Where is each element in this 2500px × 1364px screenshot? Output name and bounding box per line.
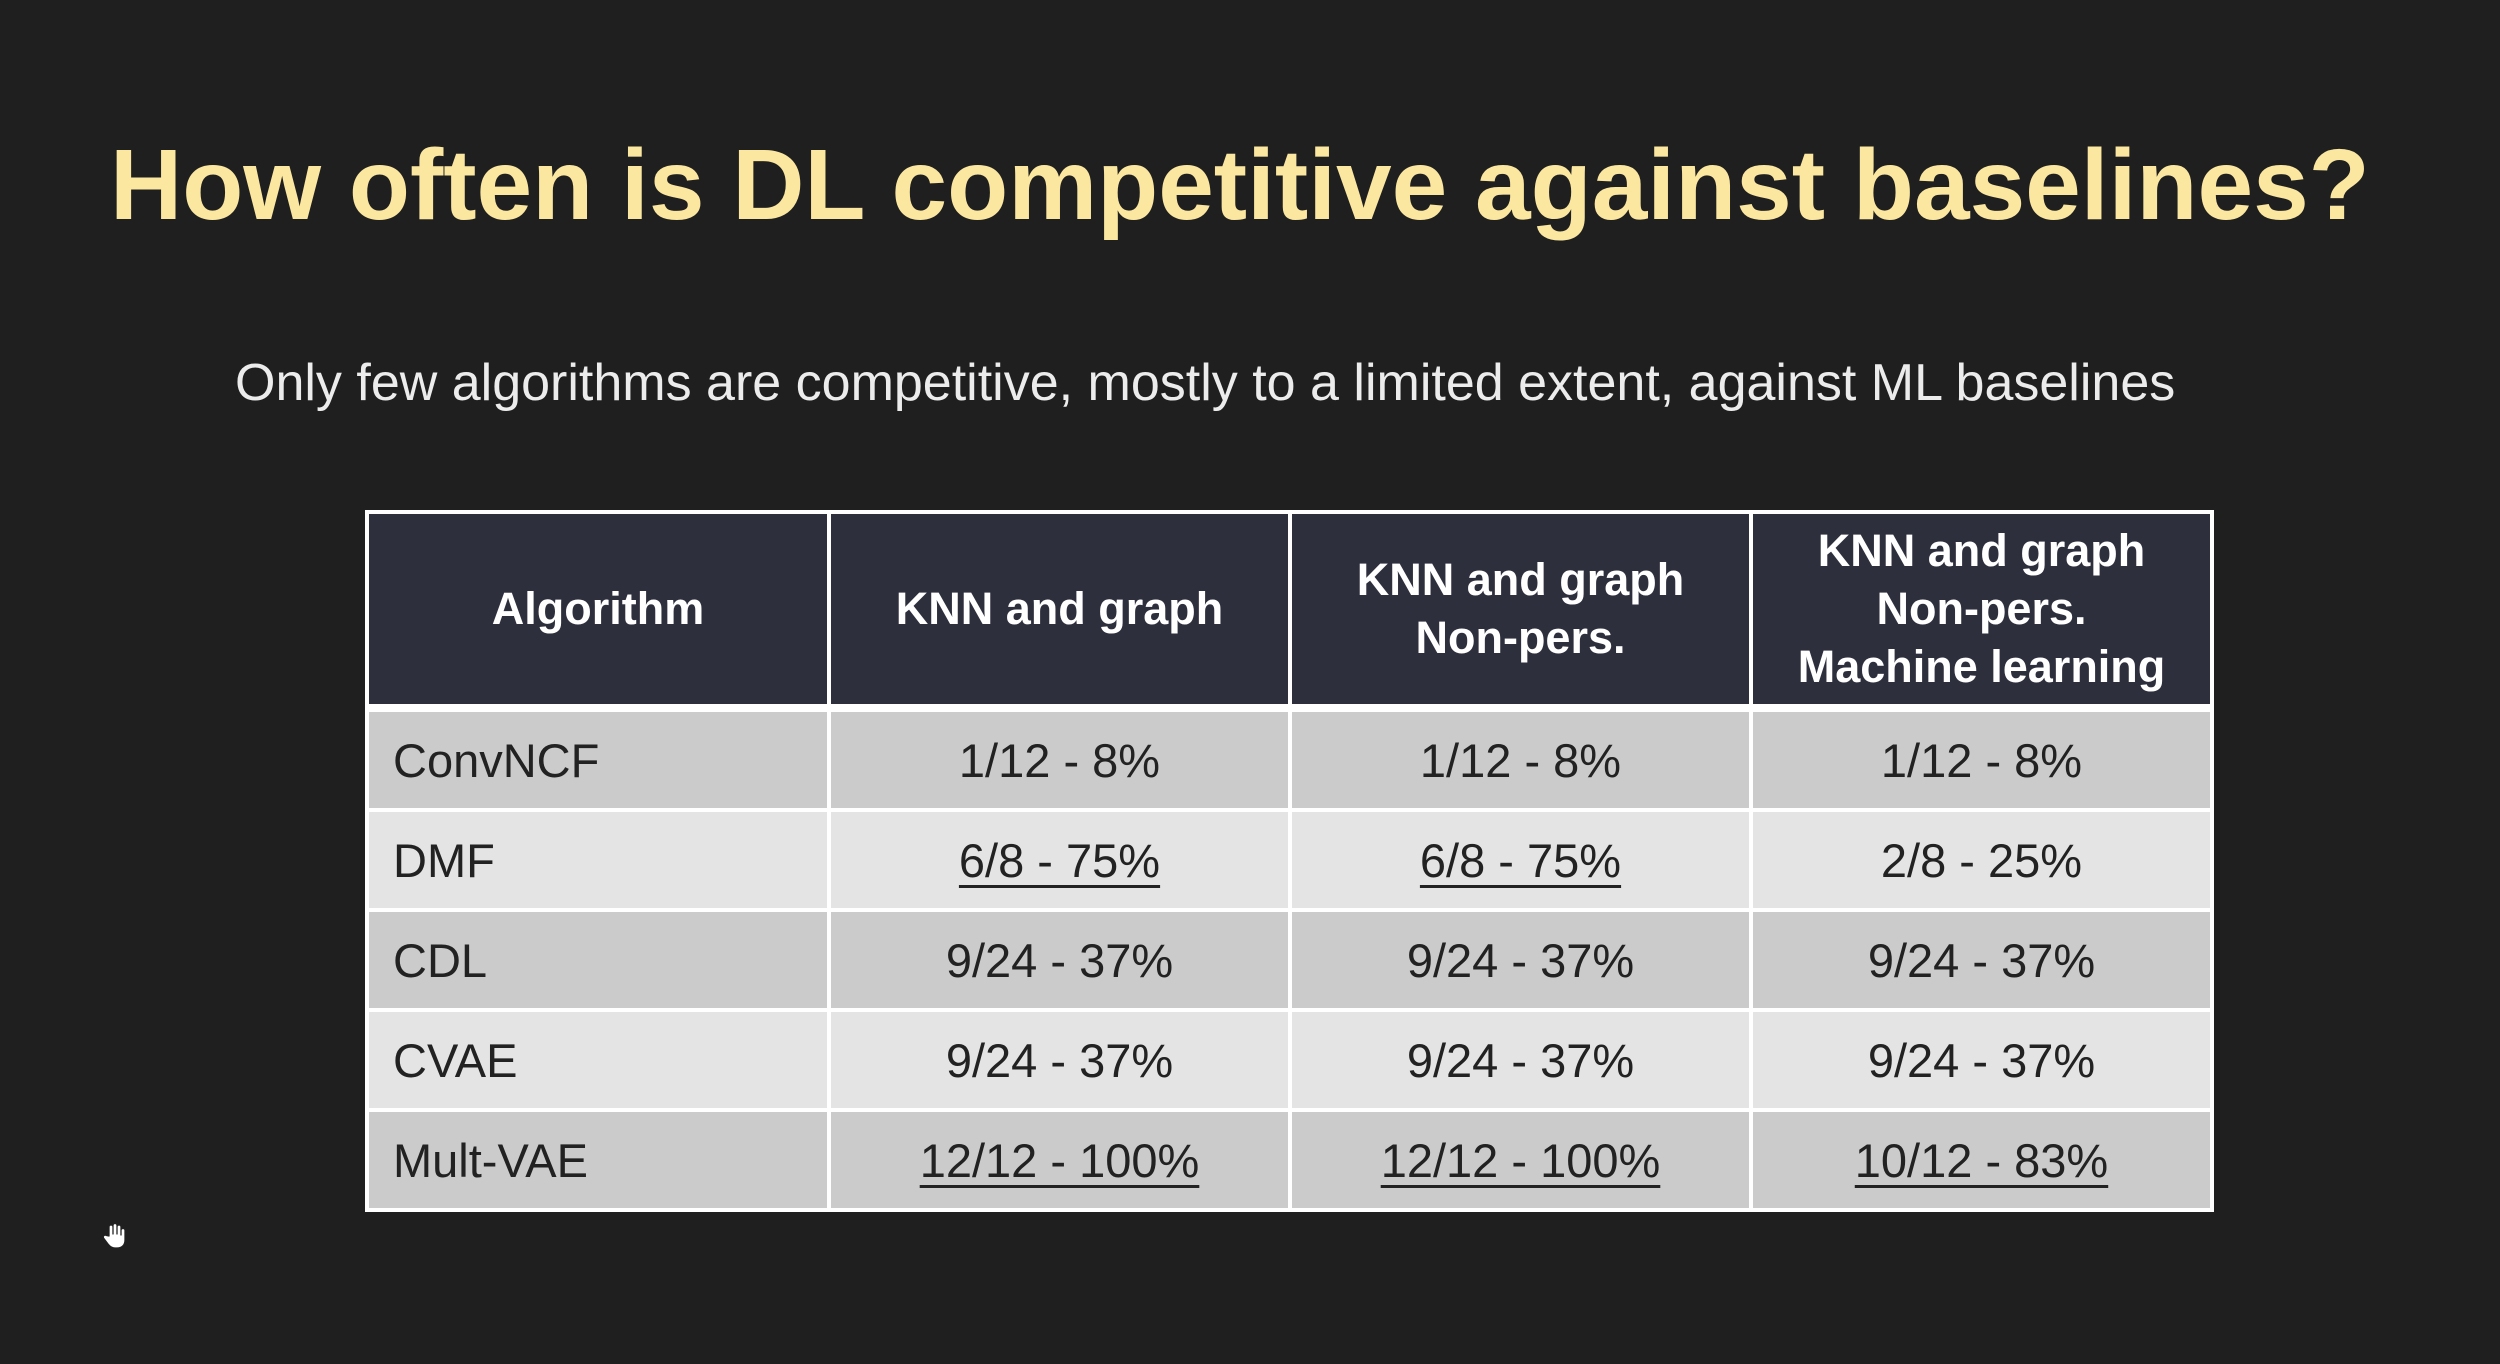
value-text: 9/24 - 37%: [945, 1033, 1174, 1087]
table-row: DMF 6/8 - 75% 6/8 - 75% 2/8 - 25%: [365, 808, 2214, 912]
value-cell: 6/8 - 75%: [1288, 808, 1753, 912]
table-row: ConvNCF 1/12 - 8% 1/12 - 8% 1/12 - 8%: [365, 706, 2214, 812]
value-cell: 1/12 - 8%: [827, 706, 1292, 812]
value-cell: 9/24 - 37%: [1749, 908, 2214, 1012]
value-text: 1/12 - 8%: [958, 733, 1161, 787]
value-text: 2/8 - 25%: [1880, 833, 2083, 887]
hand-cursor-icon: [102, 1222, 126, 1249]
slide-subtitle: Only few algorithms are competitive, mos…: [235, 354, 2176, 412]
value-text: 6/8 - 75%: [1419, 833, 1622, 887]
table-row: CDL 9/24 - 37% 9/24 - 37% 9/24 - 37%: [365, 908, 2214, 1012]
table-body: ConvNCF 1/12 - 8% 1/12 - 8% 1/12 - 8% DMF 6/8…: [365, 706, 2214, 1212]
column-header-knn-graph: KNN and graph: [827, 510, 1292, 712]
header-line: KNN and graph: [1817, 525, 2146, 576]
algorithm-cell: CDL: [365, 908, 831, 1012]
table-row: CVAE 9/24 - 37% 9/24 - 37% 9/24 - 37%: [365, 1008, 2214, 1112]
value-cell: 1/12 - 8%: [1288, 706, 1753, 812]
column-header-knn-graph-nonpers: KNN and graph Non-pers.: [1288, 510, 1753, 712]
value-text: 10/12 - 83%: [1854, 1133, 2109, 1187]
algorithm-cell: ConvNCF: [365, 706, 831, 812]
value-cell: 9/24 - 37%: [1288, 1008, 1753, 1112]
algorithm-cell: Mult-VAE: [365, 1108, 831, 1212]
header-line: Non-pers.: [1415, 612, 1626, 663]
table-header-row: Algorithm KNN and graph KNN and graph No…: [365, 510, 2214, 712]
value-text: 9/24 - 37%: [1867, 1033, 2096, 1087]
column-header-knn-graph-nonpers-ml: KNN and graph Non-pers. Machine learning: [1749, 510, 2214, 712]
value-cell: 12/12 - 100%: [1288, 1108, 1753, 1212]
header-line: KNN and graph: [895, 583, 1224, 634]
value-cell: 9/24 - 37%: [1288, 908, 1753, 1012]
algorithm-cell: CVAE: [365, 1008, 831, 1112]
value-text: 9/24 - 37%: [1406, 1033, 1635, 1087]
header-line: Algorithm: [491, 583, 705, 634]
value-text: 1/12 - 8%: [1419, 733, 1622, 787]
value-text: 12/12 - 100%: [1380, 1133, 1661, 1187]
value-text: 1/12 - 8%: [1880, 733, 2083, 787]
value-text: 12/12 - 100%: [919, 1133, 1200, 1187]
value-text: 9/24 - 37%: [1406, 933, 1635, 987]
column-header-algorithm: Algorithm: [365, 510, 831, 712]
value-cell: 1/12 - 8%: [1749, 706, 2214, 812]
value-cell: 9/24 - 37%: [1749, 1008, 2214, 1112]
header-line: Non-pers.: [1876, 583, 2087, 634]
results-table: Algorithm KNN and graph KNN and graph No…: [365, 510, 2214, 1212]
slide-title: How often is DL competitive against base…: [110, 129, 2370, 241]
algorithm-cell: DMF: [365, 808, 831, 912]
value-cell: 9/24 - 37%: [827, 908, 1292, 1012]
value-cell: 12/12 - 100%: [827, 1108, 1292, 1212]
value-text: 6/8 - 75%: [958, 833, 1161, 887]
value-text: 9/24 - 37%: [945, 933, 1174, 987]
table-row: Mult-VAE 12/12 - 100% 12/12 - 100% 10/12 - …: [365, 1108, 2214, 1212]
value-cell: 2/8 - 25%: [1749, 808, 2214, 912]
value-cell: 9/24 - 37%: [827, 1008, 1292, 1112]
value-cell: 10/12 - 83%: [1749, 1108, 2214, 1212]
header-line: Machine learning: [1797, 641, 2166, 692]
header-line: KNN and graph: [1356, 554, 1685, 605]
value-cell: 6/8 - 75%: [827, 808, 1292, 912]
value-text: 9/24 - 37%: [1867, 933, 2096, 987]
